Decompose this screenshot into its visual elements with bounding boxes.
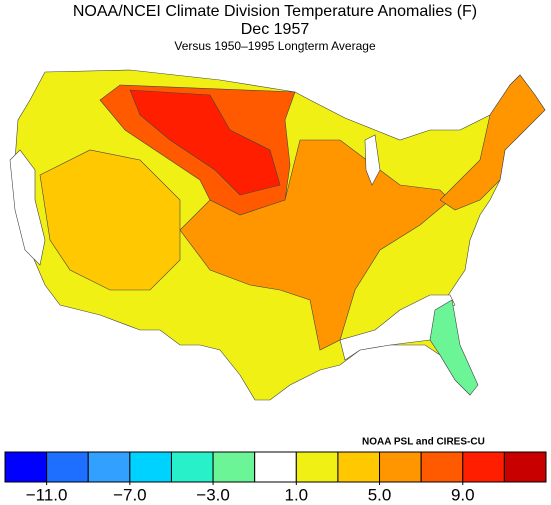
- colorbar-swatch: [462, 451, 505, 483]
- colorbar-swatch: [295, 451, 339, 483]
- region-florida: [429, 299, 479, 396]
- colorbar-tick-label: 1.0: [284, 485, 308, 504]
- region-northeast: [439, 74, 546, 211]
- region-north: [129, 89, 281, 196]
- colorbar-swatch: [254, 451, 297, 483]
- credit: NOAA PSL and CIRES-CU: [362, 437, 485, 448]
- colorbar-swatch: [46, 451, 89, 483]
- colorbar-swatch: [129, 451, 172, 483]
- region-westcoast: [9, 149, 46, 266]
- colorbar-swatch: [379, 451, 422, 483]
- colorbar-tick-label: 5.0: [368, 485, 392, 504]
- colorbar-tick-label: 9.0: [451, 485, 475, 504]
- region-central: [179, 139, 451, 351]
- colorbar-tick-label: −3.0: [196, 485, 230, 504]
- lake-michigan: [364, 134, 381, 186]
- colorbar-swatch: [87, 451, 131, 483]
- note: Versus 1950–1995 Longterm Average: [174, 39, 376, 53]
- colorbar: −11.0 −7.0 −3.0 1.0 5.0 9.0: [4, 451, 547, 504]
- title: NOAA/NCEI Climate Division Temperature A…: [73, 3, 477, 20]
- map: [9, 69, 546, 401]
- subtitle: Dec 1957: [241, 21, 310, 38]
- colorbar-swatch: [4, 451, 48, 483]
- colorbar-swatch: [170, 451, 214, 483]
- colorbar-swatch: [420, 451, 464, 483]
- colorbar-swatch: [503, 451, 547, 483]
- colorbar-tick-label: −11.0: [26, 485, 68, 504]
- colorbar-tick-label: −7.0: [113, 485, 147, 504]
- colorbar-swatch: [212, 451, 256, 483]
- region-west: [39, 149, 181, 291]
- colorbar-swatch: [337, 451, 381, 483]
